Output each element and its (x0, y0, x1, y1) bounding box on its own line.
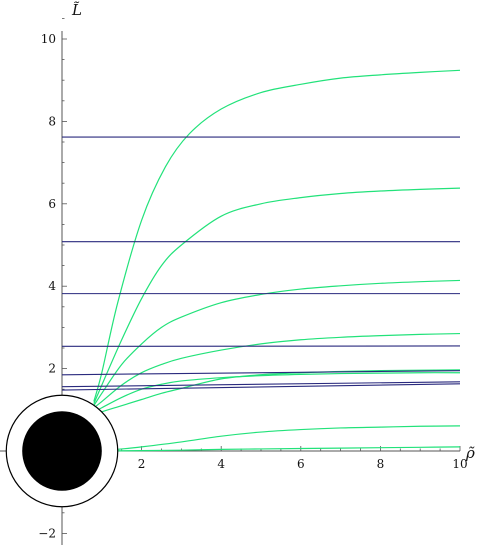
green-curve (93, 279, 461, 407)
x-tick-label: 8 (377, 457, 385, 471)
inner-disk (22, 411, 102, 491)
green-curve (93, 69, 461, 402)
blue-lines (61, 136, 461, 391)
x-tick-label: 4 (217, 457, 225, 471)
x-tick-label: 10 (452, 457, 467, 471)
green-curve (93, 369, 461, 417)
green-curve (101, 446, 461, 452)
y-tick-label: 4 (48, 279, 56, 293)
green-curve (93, 372, 461, 413)
y-tick-label: −2 (38, 526, 56, 540)
black-disk (5, 394, 119, 508)
y-tick-label: 10 (41, 32, 56, 46)
y-tick-label: 6 (48, 197, 56, 211)
y-tick-label: 2 (48, 362, 56, 376)
x-tick-label: 6 (297, 457, 305, 471)
x-tick-label: 2 (138, 457, 146, 471)
green-curve (101, 425, 461, 451)
green-curves (93, 69, 461, 452)
x-axis-title: ρ̃ (465, 444, 475, 462)
y-tick-label: 8 (48, 114, 56, 128)
y-axis-title: L̃ (71, 1, 82, 19)
blue-line (61, 383, 461, 391)
blue-line (61, 370, 461, 376)
green-curve (93, 187, 461, 404)
green-curve (93, 332, 461, 409)
blue-line (61, 381, 461, 388)
tick-labels: −2 2 4 6 8 10 2 4 6 8 10 (38, 32, 467, 540)
